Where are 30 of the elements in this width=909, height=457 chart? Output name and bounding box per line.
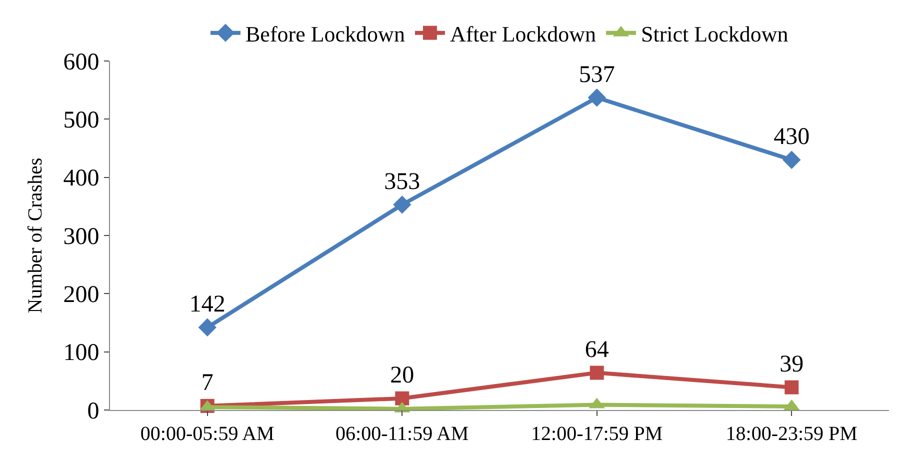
y-tick-label: 300: [63, 224, 100, 250]
y-tick-label: 400: [63, 166, 100, 192]
legend-label: Before Lockdown: [246, 21, 405, 46]
y-tick-label: 100: [63, 340, 100, 366]
data-label: 142: [189, 292, 226, 318]
point: [782, 150, 801, 169]
x-tick-label: 06:00-11:59 AM: [336, 423, 469, 445]
y-tick-label: 500: [63, 108, 100, 134]
point: [784, 380, 799, 394]
y-tick-label: 600: [63, 49, 100, 76]
data-label: 353: [384, 168, 420, 195]
data-label: 430: [774, 124, 810, 150]
data-label: 7: [201, 370, 214, 396]
legend-label: After Lockdown: [450, 21, 596, 46]
data-label: 64: [584, 337, 609, 364]
point: [198, 318, 216, 336]
y-tick-label: 200: [63, 282, 100, 308]
data-label: 39: [780, 352, 804, 378]
y-axis-title: Number of Crashes: [24, 158, 47, 314]
x-tick-label: 18:00-23:59 PM: [726, 423, 858, 445]
x-tick-label: 12:00-17:59 PM: [531, 423, 663, 445]
legend-label: Strict Lockdown: [640, 21, 788, 46]
point: [588, 88, 606, 107]
point: [395, 391, 410, 406]
x-tick-label: 00:00-05:59 AM: [140, 423, 275, 445]
data-label: 20: [390, 362, 414, 389]
point: [590, 366, 604, 380]
point: [393, 196, 412, 214]
data-label: 537: [578, 62, 615, 88]
y-tick-label: 0: [87, 398, 100, 424]
